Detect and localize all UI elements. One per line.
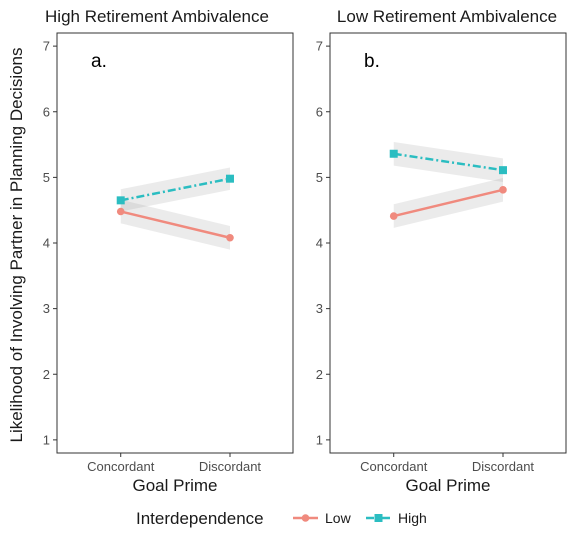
y-tick-label: 3 [43,301,50,316]
x-tick-label: Concordant [360,459,428,474]
data-point-high [225,174,234,183]
data-point-low [389,212,398,220]
y-tick-label: 5 [316,170,323,185]
panel-tag: b. [364,51,380,72]
y-tick-label: 4 [43,236,50,251]
plot-frame [56,32,294,454]
y-tick-label: 2 [43,367,50,382]
series-line-low [393,188,504,218]
x-tick-label: Discordant [199,459,262,474]
legend-key-marker [374,514,383,522]
x-axis-title: Goal Prime [405,476,490,495]
y-tick-label: 3 [316,301,323,316]
data-point-low [226,233,234,242]
series-line-low [120,210,231,239]
legend-label: Low [325,510,352,526]
series-line-high [120,177,231,202]
legend-title: Interdependence [136,509,264,528]
data-point-high [389,149,398,158]
y-tick-label: 5 [43,170,50,185]
y-tick-label: 2 [316,367,323,382]
legend-label: High [398,510,427,526]
legend-item-high: High [366,510,427,526]
panel-low-ambivalence: Low Retirement Ambivalence b. 1 2 3 4 5 6 7 Co… [316,7,567,495]
y-axis-title: Likelihood of Involving Partner in Plann… [7,47,26,442]
data-point-high [498,166,507,175]
y-tick-label: 6 [43,104,50,119]
y-tick-label: 1 [316,432,323,447]
data-point-high [116,196,125,205]
panel-title: High Retirement Ambivalence [45,7,269,26]
series-line-high [393,152,504,172]
panel-high-ambivalence: High Retirement Ambivalence a. 1 2 3 4 5 6 7 C… [43,7,294,495]
x-tick-label: Concordant [87,459,155,474]
y-tick-label: 4 [316,236,323,251]
y-tick-label: 7 [43,39,50,54]
data-point-low [116,207,125,216]
plot-frame [329,32,567,454]
data-point-low [499,186,507,194]
panel-tag: a. [91,51,107,72]
y-tick-label: 7 [316,39,323,54]
x-tick-label: Discordant [472,459,535,474]
legend: Interdependence Low High [136,509,427,528]
y-tick-label: 6 [316,104,323,119]
legend-item-low: Low [293,510,352,526]
legend-key-marker [301,514,310,522]
panel-title: Low Retirement Ambivalence [337,7,557,26]
x-axis-title: Goal Prime [132,476,217,495]
y-tick-label: 1 [43,432,50,447]
